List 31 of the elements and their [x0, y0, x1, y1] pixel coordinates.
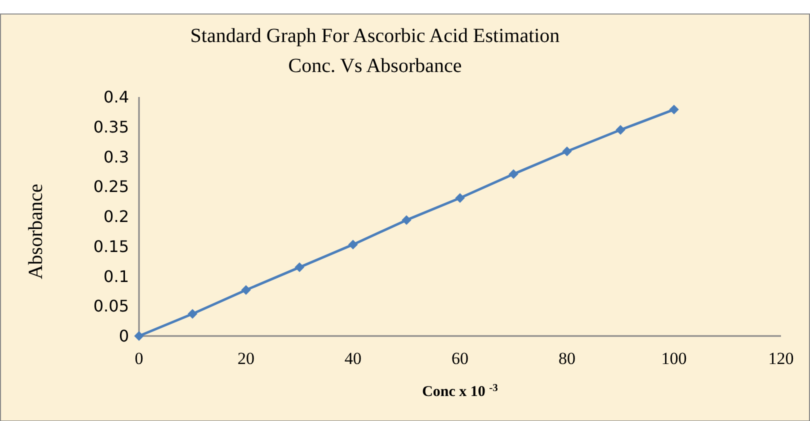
point [455, 193, 465, 203]
chart-title: Standard Graph For Ascorbic Acid Estimation [190, 25, 560, 47]
y-tick-label: 0.35 [93, 117, 129, 136]
x-axis-title: Conc x 10 $^{-3}$ [422, 382, 498, 400]
point [562, 146, 572, 156]
y-tick-label: 0.05 [93, 296, 129, 316]
x-tick-label: 40 [344, 349, 362, 368]
point [188, 309, 198, 319]
y-tick-label: 0.4 [104, 88, 129, 107]
y-tick-label: 0 [118, 326, 129, 346]
x-tick-label: 100 [661, 349, 687, 368]
point [294, 262, 304, 272]
x-tick-label: 60 [452, 349, 468, 368]
point [669, 104, 679, 114]
point [134, 331, 144, 341]
x-tick-label: 0 [134, 349, 144, 368]
y-tick-label: 0.1 [104, 266, 129, 286]
point [616, 125, 626, 135]
point [241, 285, 251, 295]
x-tick-label: 120 [768, 349, 794, 368]
chart-subtitle: Conc. Vs Absorbance [288, 55, 462, 77]
point [348, 240, 358, 250]
y-tick-label: 0.2 [104, 207, 129, 226]
y-axis-title: Absorbance [25, 184, 47, 280]
x-tick-label: 20 [238, 349, 254, 368]
point [508, 169, 518, 179]
x-tick-label: 80 [558, 349, 576, 368]
y-tick-label: 0.3 [104, 147, 129, 166]
y-tick-label: 0.15 [93, 236, 129, 256]
point [402, 215, 412, 225]
y-tick-label: 0.25 [93, 177, 129, 196]
